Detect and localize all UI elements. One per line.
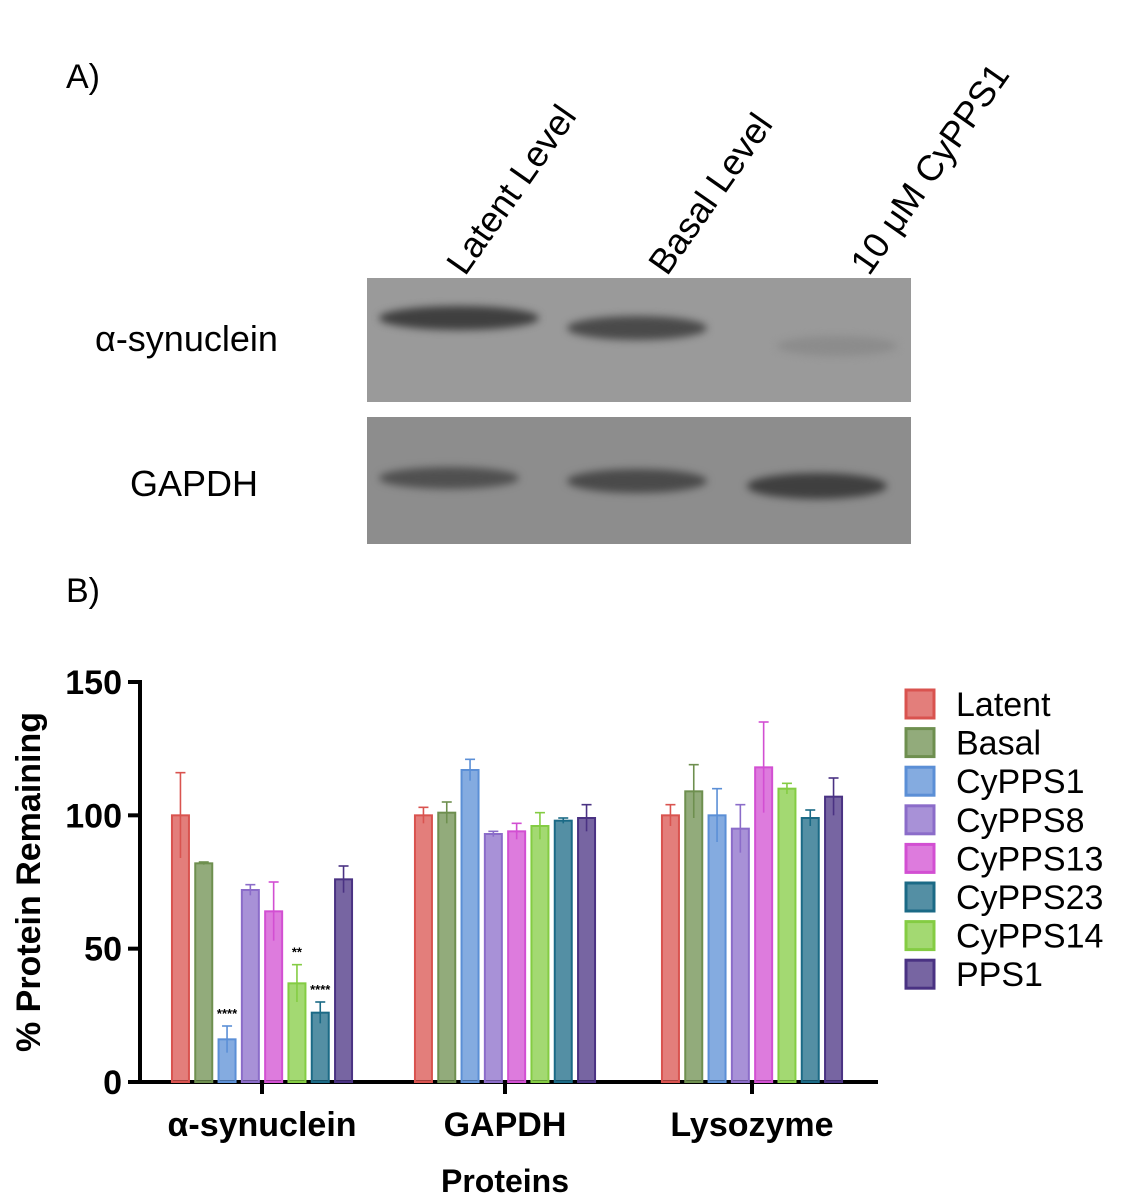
- blot-band: [567, 316, 707, 340]
- blot-band: [777, 336, 897, 356]
- lane-label-cypps1: 10 μM CyPPS1: [842, 55, 1018, 282]
- bar: [707, 814, 727, 1083]
- bar: [800, 817, 820, 1083]
- significance-label: ****: [217, 1006, 238, 1021]
- bar: [194, 862, 214, 1084]
- row-label-gapdh: GAPDH: [130, 463, 259, 504]
- panel-a-label: A): [66, 58, 100, 96]
- bar: [437, 811, 457, 1084]
- blot-band: [567, 469, 707, 493]
- bar: [413, 814, 433, 1083]
- legend-label: CyPPS14: [956, 918, 1103, 956]
- y-axis-title: % Protein Remaining: [10, 712, 48, 1052]
- x-tick-label: α-synuclein: [167, 1106, 356, 1144]
- significance-label: **: [292, 945, 303, 960]
- x-tick-label: Lysozyme: [670, 1106, 833, 1144]
- legend-label: Basal: [956, 725, 1041, 763]
- x-axis-title: Proteins: [441, 1163, 569, 1199]
- legend-swatch: [904, 727, 936, 759]
- bar: [240, 889, 260, 1083]
- blot-band: [747, 473, 887, 499]
- legend-swatch: [904, 920, 936, 952]
- legend-label: Latent: [956, 686, 1051, 724]
- bar: [824, 795, 844, 1084]
- panel-b-label: B): [66, 572, 100, 610]
- bar: [507, 830, 527, 1083]
- bar: [660, 814, 680, 1083]
- bar: [684, 790, 704, 1083]
- legend-swatch: [904, 958, 936, 990]
- legend-swatch: [904, 842, 936, 874]
- x-tick-label: GAPDH: [444, 1106, 567, 1144]
- bar: [334, 878, 354, 1084]
- western-blot-gapdh: [367, 417, 911, 544]
- legend-label: CyPPS1: [956, 763, 1085, 801]
- legend-swatch: [904, 881, 936, 913]
- legend-label: CyPPS13: [956, 840, 1103, 878]
- western-blot-alpha-synuclein: [367, 278, 911, 402]
- blot-band: [379, 306, 539, 330]
- row-label-alpha-synuclein: α-synuclein: [95, 318, 278, 359]
- significance-label: ****: [310, 982, 331, 997]
- legend-label: CyPPS8: [956, 802, 1085, 840]
- bar: [577, 817, 597, 1083]
- y-tick-label: 100: [65, 797, 122, 835]
- legend-label: CyPPS23: [956, 879, 1103, 917]
- bar: [483, 833, 503, 1083]
- legend-swatch: [904, 688, 936, 720]
- bar-chart: 0 50 100 150 % Protein Remaining Proteins α-sy…: [10, 664, 1103, 1199]
- legend-swatch: [904, 765, 936, 797]
- lane-label-latent: Latent Level: [438, 97, 585, 282]
- legend-label: PPS1: [956, 956, 1043, 994]
- y-tick-label: 0: [103, 1064, 122, 1102]
- blot-band: [379, 467, 519, 489]
- bar: [777, 787, 797, 1084]
- y-tick-label: 50: [84, 931, 122, 969]
- legend-swatch: [904, 804, 936, 836]
- bar: [754, 766, 774, 1083]
- y-tick-label: 150: [65, 664, 122, 702]
- bar: [460, 769, 480, 1083]
- lane-label-basal: Basal Level: [640, 105, 781, 282]
- bar: [530, 825, 550, 1083]
- bar: [730, 827, 750, 1083]
- bar: [553, 819, 573, 1084]
